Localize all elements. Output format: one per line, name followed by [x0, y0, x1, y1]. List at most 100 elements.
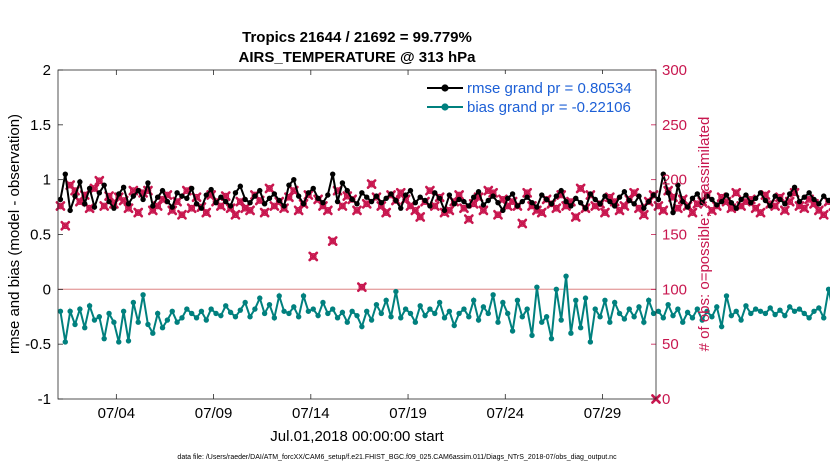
obs-assimilated-point [308, 251, 319, 262]
bias-point [466, 314, 472, 320]
obs-possible-point [363, 200, 371, 208]
bias-point [733, 308, 739, 314]
obs-possible-point [674, 204, 682, 212]
obs-assimilated-point-stroke-b [366, 179, 377, 189]
bias-point [188, 310, 195, 317]
obs-assimilated-point-stroke-b [89, 183, 100, 194]
obs-possible-point [659, 206, 667, 214]
rmse-point [777, 196, 783, 203]
rmse-point [466, 203, 472, 209]
obs-possible-point [757, 209, 764, 216]
y-right-tick-label: 100 [662, 281, 687, 298]
bias-point [650, 310, 657, 317]
bias-point [777, 307, 783, 313]
y-right-tick-label: 150 [662, 227, 687, 244]
bias-point [412, 319, 419, 325]
obs-assimilated-point-stroke-b [206, 190, 217, 200]
obs-assimilated-point-stroke-b [687, 207, 698, 218]
rmse-point [130, 193, 137, 199]
bias-point [368, 317, 375, 323]
obs-possible-point [548, 200, 555, 208]
rmse-point [174, 190, 180, 196]
obs-possible-point [616, 206, 623, 214]
rmse-point [689, 195, 696, 202]
bias-point [57, 308, 64, 314]
bias-point [116, 339, 122, 345]
data-file-footer: data file: /Users/raeder/DAI/ATM_forcXX/… [177, 454, 617, 461]
rmse-point [106, 198, 112, 205]
rmse-point [281, 203, 287, 209]
rmse-point [762, 197, 769, 204]
bias-point [660, 315, 666, 321]
obs-assimilated-point-stroke-b [172, 196, 183, 207]
bias-point [432, 310, 438, 317]
bias-point [767, 305, 773, 311]
obs-possible-point [202, 209, 210, 216]
rmse-point [427, 203, 433, 209]
bias-point [505, 310, 511, 317]
rmse-point [514, 203, 521, 209]
bias-point [373, 301, 380, 308]
obs-possible-point [572, 213, 580, 221]
bias-point [757, 308, 764, 314]
obs-assimilated-point [366, 179, 377, 189]
obs-assimilated-point [493, 209, 503, 220]
rmse-point [368, 198, 375, 205]
plot-frame [57, 69, 657, 400]
obs-possible-point [577, 185, 585, 192]
rmse-point [62, 171, 68, 177]
obs-assimilated-point-stroke-b [444, 205, 455, 216]
bias-point [72, 321, 78, 328]
bias-point [402, 306, 409, 312]
bias-point [470, 297, 477, 303]
obs-assimilated-point [201, 207, 212, 218]
obs-assimilated-point [463, 214, 474, 225]
bias-point [772, 311, 778, 318]
obs-assimilated-point [483, 185, 494, 196]
obs-assimilated-point-stroke-b [483, 185, 494, 196]
rmse-point [325, 192, 331, 198]
obs-assimilated-point-stroke-b [425, 185, 435, 196]
obs-assimilated-point-stroke-b [517, 218, 528, 229]
obs-assimilated-point [444, 205, 455, 216]
rmse-point [665, 190, 671, 196]
obs-assimilated-point [522, 187, 533, 198]
rmse-point [757, 190, 764, 196]
obs-assimilated-point-stroke-b [308, 251, 319, 262]
rmse-point [767, 203, 773, 209]
rmse-point [111, 205, 117, 211]
rmse-point [227, 203, 234, 209]
rmse-point [573, 195, 579, 202]
obs-assimilated-point-stroke-b [473, 192, 484, 203]
obs-possible-point [266, 185, 273, 192]
rmse-point [164, 198, 171, 205]
bias-point [801, 310, 807, 317]
obs-assimilated-point-stroke-b [755, 207, 766, 218]
bias-point [96, 314, 103, 320]
bias-point [213, 310, 219, 317]
bias-point [577, 325, 584, 331]
rmse-point [505, 195, 511, 202]
bias-point [752, 306, 759, 312]
obs-possible-point [261, 209, 269, 216]
obs-assimilated-point-stroke-b [177, 209, 187, 220]
rmse-point [675, 182, 681, 188]
obs-assimilated-point-stroke-b [84, 203, 95, 214]
bias-point [339, 309, 346, 316]
obs-possible-point [339, 202, 346, 210]
rmse-point [57, 196, 64, 203]
bias-point [796, 306, 803, 312]
bias-point [305, 308, 312, 314]
bias-point [704, 308, 710, 314]
rmse-point [208, 186, 214, 193]
obs-assimilated-point-stroke-b [327, 236, 338, 246]
x-tick-label: 07/09 [195, 405, 233, 422]
obs-assimilated-point-stroke-b [191, 192, 202, 203]
bias-point [762, 310, 769, 317]
obs-assimilated-point [123, 203, 134, 214]
rmse-point [198, 205, 205, 211]
bias-point [169, 308, 175, 314]
obs-assimilated-point-stroke-b [60, 220, 71, 231]
rmse-point [232, 190, 239, 196]
bias-point [723, 293, 730, 299]
